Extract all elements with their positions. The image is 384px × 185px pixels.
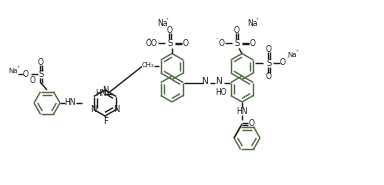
- Text: ⁻: ⁻: [147, 38, 151, 43]
- Text: O: O: [219, 39, 225, 48]
- Text: O: O: [23, 70, 29, 78]
- Text: O: O: [280, 58, 286, 67]
- Text: O: O: [183, 39, 189, 48]
- Text: S: S: [266, 59, 271, 68]
- Text: Na: Na: [157, 19, 167, 28]
- Text: S: S: [38, 70, 44, 78]
- Text: N: N: [102, 85, 108, 95]
- Text: S: S: [167, 39, 173, 48]
- Text: CH₂: CH₂: [142, 63, 154, 68]
- Text: N: N: [113, 105, 119, 114]
- Text: ⁻: ⁻: [215, 38, 218, 43]
- Text: HN: HN: [236, 107, 248, 115]
- Text: O: O: [30, 75, 36, 85]
- Text: S: S: [234, 39, 240, 48]
- Text: ⁻: ⁻: [286, 57, 290, 62]
- Text: F: F: [103, 117, 109, 125]
- Text: O: O: [249, 120, 255, 129]
- Text: N: N: [201, 77, 208, 85]
- Text: O: O: [266, 45, 272, 54]
- Text: O: O: [146, 39, 152, 48]
- Text: O: O: [38, 58, 44, 66]
- Text: HN: HN: [64, 97, 76, 107]
- Text: Na: Na: [8, 68, 18, 74]
- Text: HN: HN: [95, 89, 106, 98]
- Text: O: O: [151, 39, 157, 48]
- Text: O: O: [266, 72, 272, 81]
- Text: ⁺: ⁺: [296, 50, 298, 55]
- Text: Na: Na: [247, 19, 257, 28]
- Text: N: N: [91, 105, 97, 114]
- Text: ⁺: ⁺: [166, 18, 169, 23]
- Text: O: O: [167, 26, 173, 35]
- Text: HO: HO: [215, 88, 227, 97]
- Text: Na: Na: [287, 53, 297, 58]
- Text: O: O: [250, 39, 256, 48]
- Text: ⁺: ⁺: [17, 65, 20, 70]
- Text: ⁺: ⁺: [256, 18, 258, 23]
- Text: N: N: [215, 77, 222, 85]
- Text: O: O: [234, 26, 240, 35]
